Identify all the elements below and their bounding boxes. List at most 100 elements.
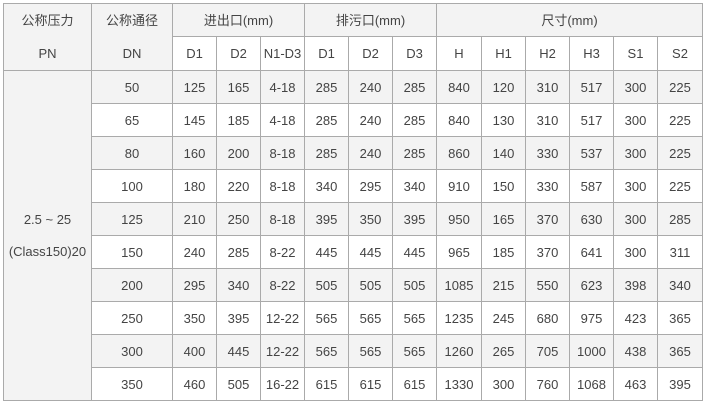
table-cell: 8-22	[260, 268, 305, 302]
table-cell: 365	[657, 334, 703, 368]
table-cell: 370	[525, 202, 570, 236]
table-cell: 210	[172, 202, 217, 236]
column-header-size-s1: S1	[613, 35, 658, 72]
valve-dimension-table: 公称压力 PN 公称通径 DN 进出口(mm) 排污口(mm) 尺寸(mm) D1 D…	[3, 3, 703, 401]
table-row: 2.5 ~ 25 (Class150)20 50 125 165 4-18 285 240 28…	[3, 70, 703, 401]
column-header-size-s2: S2	[657, 35, 703, 72]
table-row: 250 350 395 12-22 565 565 565 1235 245 680 975 423 3…	[4, 301, 703, 335]
table-cell: 1235	[436, 301, 482, 335]
dn-cell: 350	[91, 367, 173, 401]
table-cell: 300	[613, 70, 658, 104]
table-cell: 1260	[436, 334, 482, 368]
table-cell: 250	[216, 202, 261, 236]
table-cell: 12-22	[260, 334, 305, 368]
table-cell: 300	[613, 103, 658, 137]
table-cell: 565	[392, 334, 437, 368]
table-cell: 285	[392, 103, 437, 137]
header-pn: 公称压力 PN	[3, 3, 92, 71]
table-cell: 950	[436, 202, 482, 236]
table-row: 100 180 220 8-18 340 295 340 910 150 330 587 300 225	[4, 169, 703, 203]
table-cell: 340	[216, 268, 261, 302]
dn-cell: 100	[91, 169, 173, 203]
column-header-drain-d1: D1	[304, 35, 349, 72]
table-cell: 365	[657, 301, 703, 335]
table-cell: 180	[172, 169, 217, 203]
pn-sub: PN	[38, 46, 57, 61]
table-cell: 615	[304, 367, 349, 401]
table-cell: 505	[216, 367, 261, 401]
table-cell: 565	[348, 334, 393, 368]
column-header-size-h: H	[436, 35, 482, 72]
header-drain-group: 排污口(mm)	[304, 3, 437, 37]
table-cell: 285	[392, 70, 437, 104]
table-cell: 240	[348, 70, 393, 104]
table-cell: 505	[392, 268, 437, 302]
table-cell: 1000	[569, 334, 614, 368]
table-cell: 295	[348, 169, 393, 203]
table-cell: 438	[613, 334, 658, 368]
table-cell: 840	[436, 70, 482, 104]
table-cell: 165	[481, 202, 526, 236]
dn-cell: 150	[91, 235, 173, 269]
table-cell: 300	[481, 367, 526, 401]
table-cell: 370	[525, 235, 570, 269]
pn-value-line1: 2.5 ~ 25	[23, 211, 72, 227]
table-row: 65 145 185 4-18 285 240 285 840 130 310 517 300 225	[4, 103, 703, 137]
column-header-inlet-d1: D1	[172, 35, 217, 72]
table-row: 150 240 285 8-22 445 445 445 965 185 370 641 300 311	[4, 235, 703, 269]
table-body: 2.5 ~ 25 (Class150)20 50 125 165 4-18 285 240 28…	[3, 70, 703, 401]
table-cell: 565	[348, 301, 393, 335]
table-cell: 615	[348, 367, 393, 401]
table-cell: 12-22	[260, 301, 305, 335]
table-cell: 910	[436, 169, 482, 203]
table-cell: 4-18	[260, 70, 305, 104]
table-cell: 130	[481, 103, 526, 137]
table-cell: 965	[436, 235, 482, 269]
table-cell: 165	[216, 70, 261, 104]
table-cell: 423	[613, 301, 658, 335]
table-cell: 215	[481, 268, 526, 302]
dn-sub: DN	[122, 46, 142, 61]
table-row: 80 160 200 8-18 285 240 285 860 140 330 537 300 225	[4, 136, 703, 170]
table-cell: 300	[613, 235, 658, 269]
table-cell: 185	[216, 103, 261, 137]
table-cell: 225	[657, 103, 703, 137]
table-cell: 400	[172, 334, 217, 368]
table-cell: 225	[657, 70, 703, 104]
column-header-size-h1: H1	[481, 35, 526, 72]
table-cell: 860	[436, 136, 482, 170]
table-cell: 240	[348, 103, 393, 137]
table-cell: 285	[304, 103, 349, 137]
table-cell: 517	[569, 103, 614, 137]
table-cell: 310	[525, 70, 570, 104]
table-cell: 330	[525, 169, 570, 203]
table-cell: 285	[216, 235, 261, 269]
dn-cell: 65	[91, 103, 173, 137]
table-cell: 630	[569, 202, 614, 236]
column-header-inlet-n1-d3: N1-D3	[260, 35, 305, 72]
header-inlet-group: 进出口(mm)	[172, 3, 305, 37]
table-cell: 120	[481, 70, 526, 104]
table-cell: 160	[172, 136, 217, 170]
table-cell: 4-18	[260, 103, 305, 137]
table-cell: 310	[525, 103, 570, 137]
table-cell: 395	[304, 202, 349, 236]
table-cell: 330	[525, 136, 570, 170]
table-cell: 445	[392, 235, 437, 269]
pn-label: 公称压力	[21, 13, 74, 28]
table-cell: 295	[172, 268, 217, 302]
dn-cell: 250	[91, 301, 173, 335]
table-cell: 8-18	[260, 202, 305, 236]
table-cell: 1330	[436, 367, 482, 401]
table-row: 125 210 250 8-18 395 350 395 950 165 370 630 300 285	[4, 202, 703, 236]
table-cell: 125	[172, 70, 217, 104]
table-row: 350 460 505 16-22 615 615 615 1330 300 760 1068 463…	[4, 367, 703, 401]
table-cell: 225	[657, 169, 703, 203]
table-cell: 285	[392, 136, 437, 170]
header-dn: 公称通径 DN	[91, 3, 173, 71]
table-cell: 505	[304, 268, 349, 302]
table-cell: 587	[569, 169, 614, 203]
table-cell: 16-22	[260, 367, 305, 401]
table-cell: 641	[569, 235, 614, 269]
dn-cell: 300	[91, 334, 173, 368]
